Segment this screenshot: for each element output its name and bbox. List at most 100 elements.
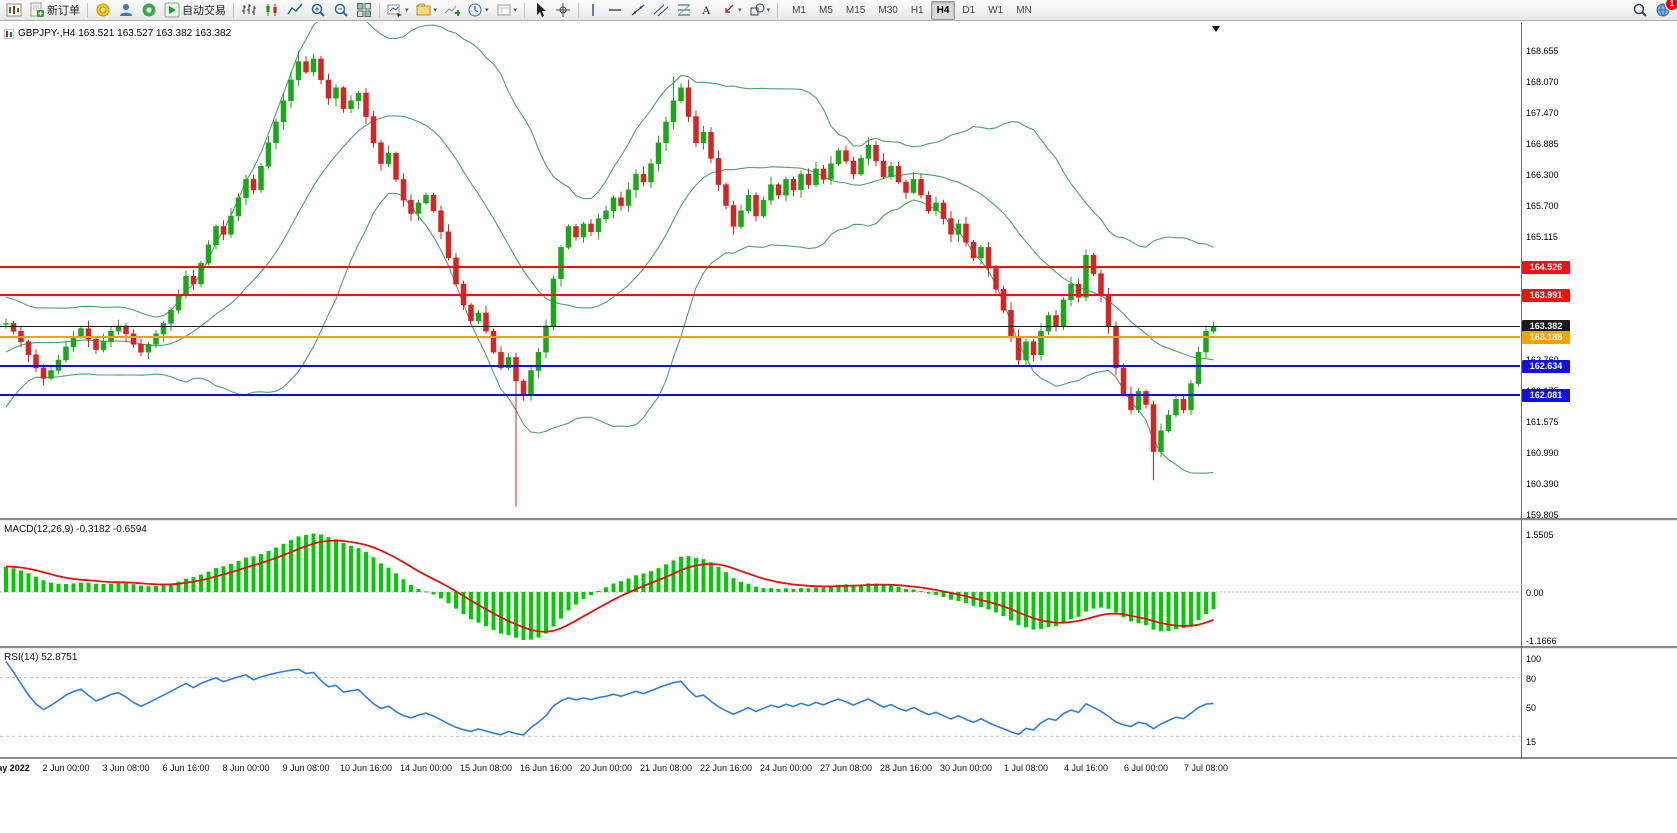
timeframe-button-M15[interactable]: M15 <box>845 4 866 16</box>
channel-button[interactable] <box>650 1 672 20</box>
timeframe-button-M1[interactable]: M1 <box>792 4 806 16</box>
zoom-out-icon <box>334 3 348 17</box>
zoom-in-button[interactable] <box>307 1 329 20</box>
shapes-icon <box>750 3 765 16</box>
macd-histogram <box>4 533 1216 640</box>
profiles-button[interactable]: ▾ <box>413 1 441 20</box>
support-button[interactable] <box>138 1 160 20</box>
price-level-line-164.526[interactable] <box>0 266 1520 268</box>
price-axis-line <box>1521 22 1522 759</box>
rsi-line <box>5 661 1214 736</box>
chart-title-text: GBPJPY-,H4 163.521 163.527 163.382 163.3… <box>18 28 232 39</box>
panel-separator[interactable] <box>0 646 1677 649</box>
gold-button[interactable] <box>92 1 114 20</box>
price-level-line-163.382[interactable] <box>0 326 1520 328</box>
time-axis-label: 28 Jun 16:00 <box>879 763 933 773</box>
rsi-label: RSI(14) 52.8751 <box>4 652 77 663</box>
timeframe-button-M30[interactable]: M30 <box>878 4 898 16</box>
profiles-icon <box>415 3 431 16</box>
time-axis[interactable]: 1 May 2022 2 Jun 00:00 3 Jun 08:00 6 Jun 16… <box>0 759 1677 783</box>
templates-button[interactable]: ▾ <box>493 1 521 20</box>
time-axis-label: 20 Jun 00:00 <box>579 763 633 773</box>
timeframe-button-MN[interactable]: MN <box>1016 4 1032 16</box>
app-button[interactable] <box>3 1 25 20</box>
shapes-button[interactable]: ▾ <box>746 1 774 20</box>
arrows-tool-button[interactable]: ▾ <box>717 1 745 20</box>
indicators-button[interactable] <box>441 1 463 20</box>
chart-window: GBPJPY-,H4 163.521 163.527 163.382 163.3… <box>0 22 1677 833</box>
time-axis-label: 4 Jul 16:00 <box>1063 763 1109 773</box>
indicators-add-icon <box>444 5 461 16</box>
time-axis-label: 22 Jun 16:00 <box>699 763 753 773</box>
price-badge-162.081: 162.081 <box>1522 388 1570 402</box>
chart-title: GBPJPY-,H4 163.521 163.527 163.382 163.3… <box>4 28 231 39</box>
cursor-button[interactable] <box>529 1 551 20</box>
autotrading-label: 自动交易 <box>182 5 226 17</box>
fibonacci-button[interactable] <box>673 1 695 20</box>
horizontal-line-icon <box>609 9 622 11</box>
new-chart-button[interactable]: ▾ <box>384 1 412 20</box>
vertical-line-button[interactable] <box>583 1 603 20</box>
macd-label-values: -0.3182 -0.6594 <box>76 524 147 535</box>
chevron-down-icon: ▾ <box>513 6 518 14</box>
arrow-tool-icon <box>725 4 734 13</box>
autotrading-button[interactable]: 自动交易 <box>161 1 229 20</box>
new-order-button[interactable]: 新订单 <box>26 1 83 20</box>
bollinger-layer <box>5 22 1214 474</box>
crosshair-button[interactable] <box>552 1 574 20</box>
line-chart-icon <box>287 3 303 15</box>
candlestick-chart-icon <box>266 4 277 16</box>
timeframe-button-M5[interactable]: M5 <box>819 4 833 16</box>
chevron-down-icon: ▾ <box>738 6 742 14</box>
time-axis-label: 10 Jun 16:00 <box>339 763 393 773</box>
text-tool-button[interactable]: A <box>696 1 716 20</box>
price-axis-label: 168.655 <box>1526 46 1559 57</box>
toolbar-separator <box>777 2 779 18</box>
search-button[interactable] <box>1629 1 1651 20</box>
timeframe-button-H1[interactable]: H1 <box>910 4 924 16</box>
macd-signal-line <box>5 539 1214 633</box>
indicator-axis-label: -1.1666 <box>1526 636 1557 646</box>
line-chart-button[interactable] <box>284 1 306 20</box>
price-level-line-162.634[interactable] <box>0 365 1520 368</box>
price-axis-label: 166.885 <box>1526 139 1559 149</box>
macd-panel-canvas[interactable] <box>0 520 1522 646</box>
periods-button[interactable]: ▾ <box>464 1 492 20</box>
rsi-panel-canvas[interactable] <box>0 648 1522 757</box>
cursor-icon <box>537 3 547 17</box>
account-button[interactable] <box>115 1 137 20</box>
indicator-axis-label: 100 <box>1526 654 1542 664</box>
panel-separator[interactable] <box>0 518 1677 521</box>
horizontal-line-button[interactable] <box>604 1 626 20</box>
support-icon <box>142 3 156 17</box>
timeframe-button-W1[interactable]: W1 <box>988 4 1004 16</box>
crosshair-icon <box>556 3 571 17</box>
price-level-line-163.991[interactable] <box>0 294 1520 296</box>
toolbar-separator <box>233 2 234 18</box>
candlestick-chart-button[interactable] <box>261 1 283 20</box>
rsi-label-name: RSI(14) <box>4 652 39 663</box>
tile-windows-button[interactable] <box>353 1 375 20</box>
trendline-icon <box>631 4 645 16</box>
zoom-in-icon <box>311 3 325 17</box>
notification-badge[interactable]: 1 <box>1665 0 1677 11</box>
price-level-line-163.188[interactable] <box>0 336 1520 339</box>
trendline-button[interactable] <box>627 1 649 20</box>
price-badge-163.188: 163.188 <box>1522 330 1570 344</box>
price-chart-canvas[interactable] <box>0 22 1522 518</box>
zoom-out-button[interactable] <box>330 1 352 20</box>
fibonacci-icon <box>677 4 691 16</box>
chevron-down-icon: ▾ <box>766 6 771 14</box>
price-level-line-162.081[interactable] <box>0 394 1520 396</box>
timeframe-button-H4[interactable]: H4 <box>930 0 956 20</box>
macd-label: MACD(12,26,9) -0.3182 -0.6594 <box>4 524 147 535</box>
svg-text:A: A <box>702 3 711 17</box>
rsi-label-value: 52.8751 <box>41 652 78 663</box>
toolbar-separator <box>379 2 380 18</box>
vertical-line-icon <box>592 4 594 16</box>
bar-chart-button[interactable] <box>238 1 260 20</box>
chevron-down-icon: ▾ <box>405 6 409 14</box>
price-badge-163.382: 163.382 <box>1522 320 1570 334</box>
bar-chart-icon <box>242 4 256 15</box>
timeframe-button-D1[interactable]: D1 <box>962 4 976 16</box>
